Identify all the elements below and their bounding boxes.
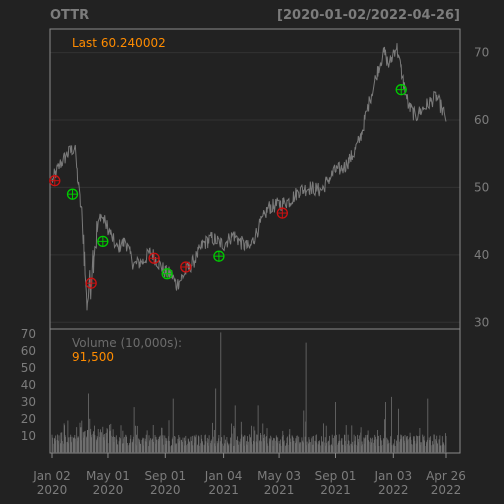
- sell-signal-marker: [148, 252, 160, 264]
- x-tick-label-year: 2020: [150, 483, 181, 497]
- price-series: [51, 43, 447, 311]
- sell-signal-marker: [85, 277, 97, 289]
- volume-tick-label: 60: [21, 344, 36, 358]
- buy-signal-marker: [97, 235, 109, 248]
- buy-signal-marker: [395, 84, 407, 96]
- x-tick-label: Apr 26: [426, 469, 466, 483]
- buy-signal-marker: [161, 268, 173, 280]
- price-legend-label: Last: [72, 36, 97, 50]
- buy-signal-marker: [213, 250, 225, 262]
- volume-tick-label: 20: [21, 412, 36, 426]
- sell-signal-marker: [276, 207, 288, 219]
- x-tick-label-year: 2021: [320, 483, 351, 497]
- price-legend: Last 60.240002: [72, 36, 166, 50]
- price-tick-label: 30: [474, 315, 489, 329]
- volume-legend-label: Volume (10,000s):: [72, 336, 182, 350]
- x-tick-label: Sep 01: [315, 469, 357, 483]
- price-tick-label: 40: [474, 248, 489, 262]
- chart-symbol: OTTR: [50, 8, 89, 23]
- volume-tick-label: 10: [21, 429, 36, 443]
- price-legend-value: 60.240002: [101, 36, 166, 50]
- trade-signals: [49, 84, 407, 289]
- buy-signal-marker: [66, 188, 79, 200]
- x-tick-label-year: 2020: [93, 483, 124, 497]
- y-axes: 30 40 50 60 70 10 20 30 40 50 60 70: [21, 46, 490, 443]
- x-tick-label: Jan 02: [32, 469, 71, 483]
- volume-tick-label: 40: [21, 378, 36, 392]
- price-line: [51, 43, 447, 311]
- volume-tick-label: 70: [21, 327, 36, 341]
- x-tick-label: May 03: [257, 469, 301, 483]
- sell-signal-marker: [180, 261, 192, 273]
- x-tick-label: Jan 04: [204, 469, 243, 483]
- x-tick-label: Sep 01: [144, 469, 186, 483]
- price-tick-label: 50: [474, 180, 489, 194]
- x-tick-label: Jan 03: [374, 469, 413, 483]
- x-tick-label-year: 2022: [431, 483, 462, 497]
- x-tick-label-year: 2021: [208, 483, 239, 497]
- price-tick-label: 70: [474, 46, 489, 60]
- chart-date-range: [2020-01-02/2022-04-26]: [277, 8, 460, 23]
- x-tick-label: May 01: [86, 469, 130, 483]
- volume-series: [51, 332, 447, 453]
- sell-signal-marker: [49, 175, 61, 187]
- volume-legend-value: 91,500: [72, 350, 114, 364]
- x-tick-label-year: 2021: [264, 483, 295, 497]
- volume-tick-label: 30: [21, 395, 36, 409]
- x-tick-label-year: 2022: [378, 483, 409, 497]
- grid-lines: [50, 52, 460, 323]
- x-tick-label-year: 2020: [37, 483, 68, 497]
- volume-tick-label: 50: [21, 361, 36, 375]
- price-tick-label: 60: [474, 113, 489, 127]
